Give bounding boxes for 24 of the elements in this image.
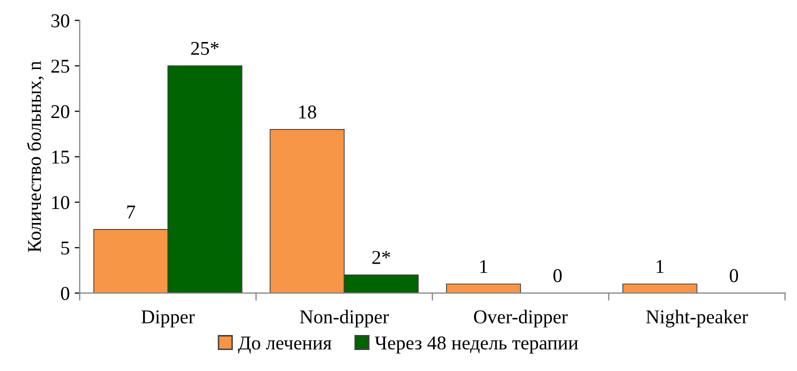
y-tick-label: 0 <box>60 286 70 300</box>
y-tick-label: 30 <box>51 14 70 28</box>
bar <box>446 284 521 294</box>
data-label: 25* <box>191 42 219 55</box>
data-label: 1 <box>480 260 488 273</box>
data-label: 7 <box>127 206 136 218</box>
legend-label: Через 48 недель терапии <box>374 336 578 354</box>
y-tick-label: 10 <box>52 196 70 210</box>
x-tick-label: Over-dipper <box>474 310 568 328</box>
data-label: 0 <box>730 269 738 282</box>
y-tick-label: 20 <box>51 105 70 118</box>
y-tick-label: 25 <box>51 60 70 73</box>
legend-label: До лечения <box>238 336 332 354</box>
y-axis-title: Количество больных, n <box>26 61 44 252</box>
data-label: 1 <box>656 260 664 273</box>
x-tick-label: Dipper <box>141 310 195 328</box>
data-label: 0 <box>553 269 562 282</box>
data-label: 18 <box>299 105 316 119</box>
y-tick-label: 5 <box>61 242 70 255</box>
x-tick-label: Night-peaker <box>646 310 748 328</box>
bar <box>622 284 698 294</box>
y-tick-label: 15 <box>52 150 70 164</box>
x-tick-label: Non-dipper <box>300 310 389 328</box>
data-label: 2* <box>372 250 390 264</box>
